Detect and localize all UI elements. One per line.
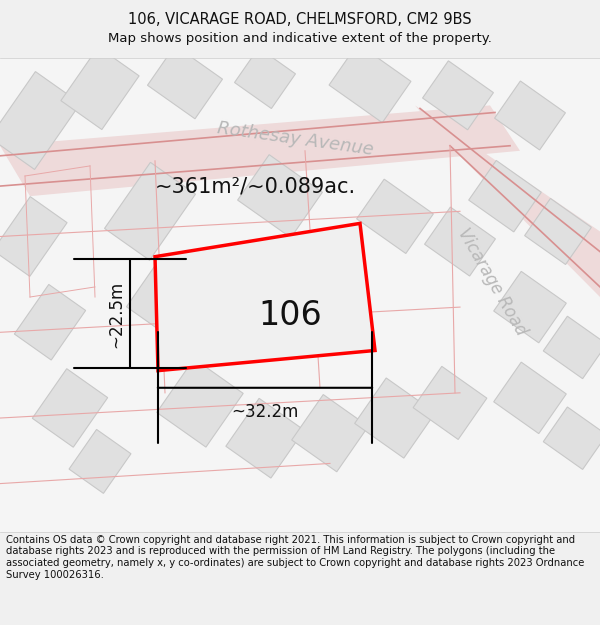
Polygon shape: [69, 429, 131, 493]
Text: ~22.5m: ~22.5m: [107, 281, 125, 348]
Polygon shape: [543, 316, 600, 379]
Polygon shape: [524, 198, 592, 264]
Polygon shape: [356, 179, 433, 254]
Polygon shape: [238, 154, 322, 238]
Polygon shape: [413, 366, 487, 439]
Polygon shape: [0, 72, 80, 169]
Polygon shape: [0, 58, 600, 532]
Text: Contains OS data © Crown copyright and database right 2021. This information is : Contains OS data © Crown copyright and d…: [6, 535, 584, 579]
Polygon shape: [148, 46, 223, 119]
Polygon shape: [61, 47, 139, 129]
Polygon shape: [329, 44, 411, 122]
Polygon shape: [14, 284, 86, 360]
Polygon shape: [494, 81, 565, 150]
Polygon shape: [226, 398, 304, 478]
Polygon shape: [425, 207, 496, 276]
Polygon shape: [543, 407, 600, 469]
Polygon shape: [0, 197, 67, 276]
Polygon shape: [469, 161, 541, 232]
Text: ~32.2m: ~32.2m: [232, 403, 299, 421]
Polygon shape: [235, 48, 295, 109]
Polygon shape: [104, 162, 196, 260]
Text: 106: 106: [258, 299, 322, 332]
Text: 106, VICARAGE ROAD, CHELMSFORD, CM2 9BS: 106, VICARAGE ROAD, CHELMSFORD, CM2 9BS: [128, 12, 472, 27]
Text: ~361m²/~0.089ac.: ~361m²/~0.089ac.: [155, 176, 356, 196]
Polygon shape: [355, 378, 436, 458]
Polygon shape: [422, 61, 493, 130]
Text: Vicarage Road: Vicarage Road: [454, 225, 530, 339]
Text: Map shows position and indicative extent of the property.: Map shows position and indicative extent…: [108, 32, 492, 45]
Polygon shape: [32, 369, 107, 448]
Polygon shape: [415, 106, 600, 297]
Text: Rothesay Avenue: Rothesay Avenue: [215, 119, 374, 159]
Polygon shape: [494, 271, 566, 343]
Polygon shape: [157, 359, 243, 447]
Polygon shape: [127, 258, 203, 337]
Polygon shape: [155, 223, 375, 371]
Polygon shape: [0, 106, 520, 196]
Polygon shape: [292, 394, 368, 472]
Polygon shape: [494, 362, 566, 434]
